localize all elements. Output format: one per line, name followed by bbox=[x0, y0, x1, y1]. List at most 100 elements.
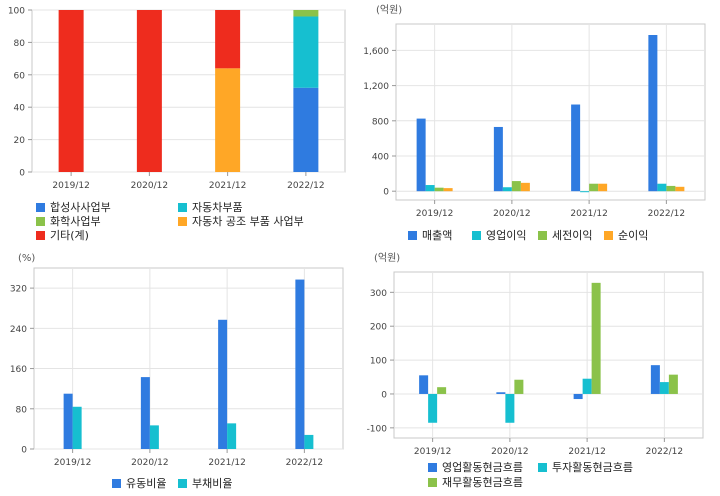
x-tick-label: 2019/12 bbox=[416, 209, 453, 219]
bar bbox=[657, 183, 667, 192]
bar bbox=[598, 183, 608, 192]
bar bbox=[293, 10, 319, 17]
legend-swatch bbox=[472, 230, 481, 240]
ratio-chart: 0 80 160 240 320 2019/12 2020/12 2021/12 2022/12… bbox=[10, 253, 344, 468]
cashflow-legend: 영업활동현금흐름 투자활동현금흐름 재무활동현금흐름 bbox=[360, 460, 720, 492]
y-tick-label: 200 bbox=[370, 323, 387, 333]
y-tick-label: 320 bbox=[10, 285, 27, 295]
y-tick-label: 80 bbox=[14, 39, 26, 49]
bar bbox=[419, 375, 429, 394]
cashflow-chart-panel: -100 0 100 200 300 2019/12 2020/12 2021/12 2022/… bbox=[360, 248, 720, 496]
x-tick-label: 2020/12 bbox=[491, 447, 528, 457]
legend-item[interactable]: 합성사사업부 bbox=[36, 200, 111, 214]
bar bbox=[227, 423, 237, 449]
x-tick-label: 2020/12 bbox=[131, 458, 168, 468]
legend-label: 화학사업부 bbox=[50, 215, 101, 228]
ratio-chart-panel: 0 80 160 240 320 2019/12 2020/12 2021/12 2022/12… bbox=[0, 248, 360, 496]
legend-item[interactable]: 재무활동현금흐름 bbox=[428, 475, 523, 489]
legend-item[interactable]: 자동차 공조 부품 사업부 bbox=[178, 214, 304, 228]
legend-item[interactable]: 영업이익 bbox=[472, 228, 526, 242]
y-tick-label: -100 bbox=[367, 424, 388, 434]
x-tick-label: 2021/12 bbox=[208, 458, 245, 468]
legend-item[interactable]: 유동비율 bbox=[112, 476, 166, 490]
legend-swatch bbox=[36, 216, 45, 226]
bar bbox=[215, 10, 241, 69]
legend-item[interactable]: 부채비율 bbox=[178, 476, 232, 490]
legend-item[interactable]: 기타(계) bbox=[36, 228, 89, 242]
legend-swatch bbox=[36, 230, 45, 240]
y-tick-label: 0 bbox=[21, 446, 27, 456]
legend-item[interactable]: 순이익 bbox=[604, 228, 648, 242]
income-chart: 0 400 800 1,200 1,600 2019/12 2020/12 2021/12 20… bbox=[363, 4, 706, 219]
segment-chart: 0 20 40 60 80 100 2019/12 2020/12 2021/12 2022/12 bbox=[8, 7, 346, 191]
bar bbox=[514, 379, 524, 394]
bar bbox=[511, 181, 521, 192]
legend-swatch bbox=[428, 477, 437, 487]
bar bbox=[502, 187, 512, 192]
bar bbox=[215, 68, 241, 172]
bar bbox=[520, 182, 530, 192]
y-tick-label: 160 bbox=[10, 365, 27, 375]
legend-label: 자동차 공조 부품 사업부 bbox=[192, 215, 304, 228]
bar bbox=[589, 183, 599, 192]
bar bbox=[505, 393, 515, 423]
segment-chart-panel: 0 20 40 60 80 100 2019/12 2020/12 2021/12 2022/12… bbox=[0, 0, 360, 248]
legend-label: 투자활동현금흐름 bbox=[552, 461, 633, 474]
bar bbox=[425, 185, 435, 192]
x-tick-label: 2021/12 bbox=[209, 181, 246, 191]
y-tick-label: 100 bbox=[8, 7, 25, 17]
legend-item[interactable]: 자동차부품 bbox=[178, 200, 243, 214]
x-tick-label: 2019/12 bbox=[414, 447, 451, 457]
legend-swatch bbox=[428, 462, 437, 472]
y-tick-label: 20 bbox=[14, 136, 26, 146]
legend-swatch bbox=[178, 202, 187, 212]
legend-swatch bbox=[178, 478, 187, 488]
bar bbox=[434, 187, 444, 192]
bar bbox=[72, 406, 82, 449]
legend-item[interactable]: 화학사업부 bbox=[36, 214, 101, 228]
plot-area bbox=[393, 271, 704, 439]
bar bbox=[293, 87, 319, 172]
bar bbox=[571, 104, 581, 192]
bar bbox=[591, 282, 601, 394]
y-tick-label: 240 bbox=[10, 325, 27, 335]
y-tick-label: 0 bbox=[19, 169, 25, 179]
y-tick-label: 800 bbox=[372, 117, 389, 127]
income-chart-panel: 0 400 800 1,200 1,600 2019/12 2020/12 2021/12 20… bbox=[360, 0, 720, 248]
x-tick-label: 2022/12 bbox=[646, 447, 683, 457]
x-tick-label: 2020/12 bbox=[493, 209, 530, 219]
legend-item[interactable]: 매출액 bbox=[408, 228, 452, 242]
legend-item[interactable]: 영업활동현금흐름 bbox=[428, 460, 523, 474]
y-tick-label: 40 bbox=[14, 104, 26, 114]
bar bbox=[416, 118, 426, 192]
legend-label: 영업이익 bbox=[486, 229, 527, 242]
bar bbox=[582, 378, 592, 394]
bar bbox=[675, 186, 685, 192]
cashflow-chart: -100 0 100 200 300 2019/12 2020/12 2021/12 2022/… bbox=[367, 252, 704, 457]
unit-label: (%) bbox=[18, 253, 35, 264]
bar bbox=[437, 387, 447, 394]
legend-item[interactable]: 세전이익 bbox=[538, 228, 592, 242]
ratio-legend: 유동비율 부채비율 bbox=[0, 476, 360, 492]
x-tick-label: 2022/12 bbox=[287, 181, 324, 191]
legend-swatch bbox=[178, 216, 187, 226]
legend-label: 순이익 bbox=[618, 229, 649, 242]
bar bbox=[295, 279, 305, 449]
bar bbox=[496, 392, 506, 394]
bar bbox=[580, 191, 590, 193]
legend-swatch bbox=[112, 478, 121, 488]
legend-item[interactable]: 투자활동현금흐름 bbox=[538, 460, 633, 474]
plot-area bbox=[31, 9, 346, 173]
bar bbox=[443, 188, 453, 192]
bar bbox=[293, 16, 319, 88]
legend-label: 합성사사업부 bbox=[50, 201, 111, 214]
unit-label: (억원) bbox=[374, 252, 400, 264]
bar bbox=[140, 377, 150, 449]
y-tick-label: 80 bbox=[16, 405, 28, 415]
y-tick-label: 1,200 bbox=[363, 82, 389, 92]
legend-label: 재무활동현금흐름 bbox=[442, 476, 523, 489]
y-tick-label: 0 bbox=[383, 188, 389, 198]
bar bbox=[648, 35, 658, 192]
y-tick-label: 60 bbox=[14, 71, 26, 81]
income-legend: 매출액 영업이익 세전이익 순이익 bbox=[360, 228, 720, 244]
